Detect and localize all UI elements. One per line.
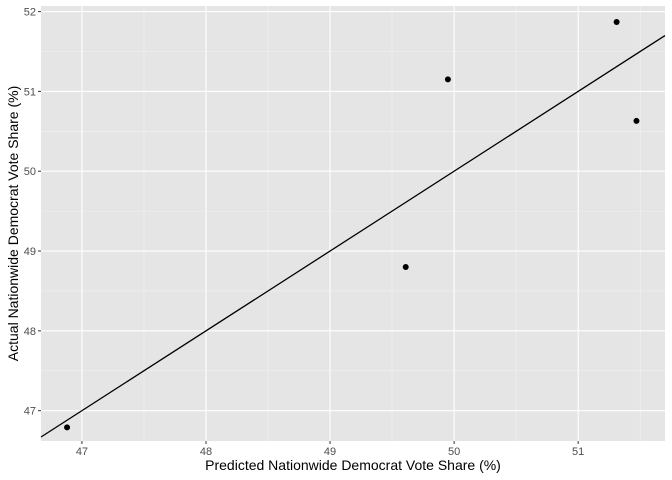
x-axis-ticks: 47 48 49 50 51 [76, 441, 584, 458]
x-tick-label: 48 [200, 446, 212, 458]
x-axis-title: Predicted Nationwide Democrat Vote Share… [205, 457, 501, 473]
data-point [444, 76, 451, 83]
plot-panel [41, 6, 665, 441]
x-tick-label: 51 [572, 446, 584, 458]
y-tick-label: 52 [24, 7, 36, 19]
data-point [633, 117, 640, 124]
data-points [64, 18, 640, 431]
y-axis-title: Actual Nationwide Democrat Vote Share (%… [5, 86, 21, 361]
x-tick-label: 49 [324, 446, 336, 458]
y-tick-label: 49 [24, 246, 36, 258]
data-point [64, 424, 71, 431]
y-tick-label: 51 [24, 86, 36, 98]
reference-line-group [40, 34, 666, 438]
reference-line [40, 34, 666, 438]
x-tick-label: 50 [448, 446, 460, 458]
data-point [402, 264, 409, 270]
y-axis-ticks: 47 48 49 50 51 52 [24, 7, 41, 418]
y-tick-label: 48 [24, 326, 36, 338]
major-grid [41, 6, 665, 441]
y-tick-label: 47 [24, 406, 36, 418]
y-tick-label: 50 [24, 166, 36, 178]
x-tick-label: 47 [76, 446, 88, 458]
data-point [613, 18, 620, 25]
